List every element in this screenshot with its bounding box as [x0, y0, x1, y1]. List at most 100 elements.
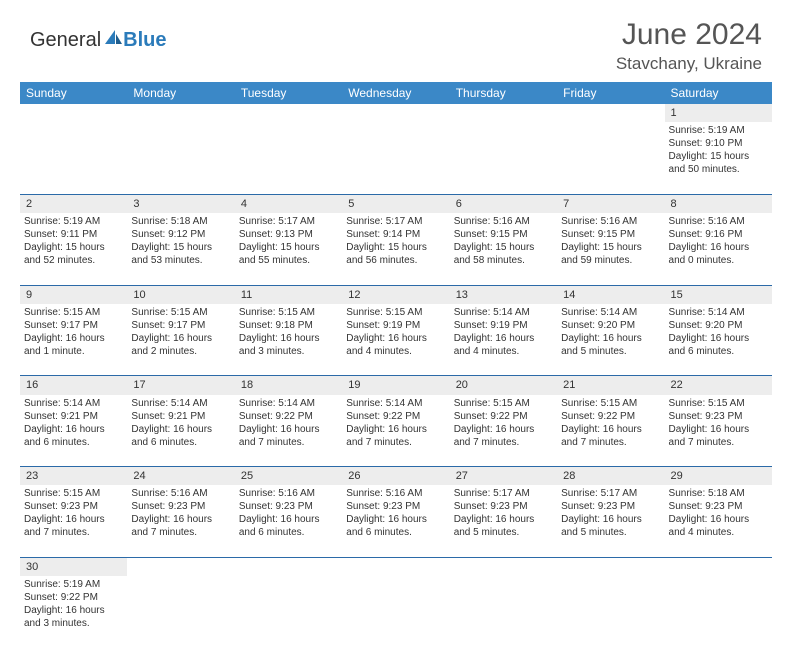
day-number: [342, 557, 449, 576]
content-row: Sunrise: 5:15 AMSunset: 9:17 PMDaylight:…: [20, 304, 772, 376]
day-number: 10: [127, 285, 234, 304]
day-cell: [20, 122, 127, 194]
day-number: [557, 104, 664, 122]
day-cell: [127, 576, 234, 648]
sunrise-line: Sunrise: 5:16 AM: [561, 215, 660, 228]
day-number: 8: [665, 194, 772, 213]
sunrise-line: Sunrise: 5:19 AM: [669, 124, 768, 137]
day-cell: Sunrise: 5:16 AMSunset: 9:15 PMDaylight:…: [450, 213, 557, 285]
day-cell: Sunrise: 5:16 AMSunset: 9:23 PMDaylight:…: [127, 485, 234, 557]
day-number: [235, 104, 342, 122]
day-cell: Sunrise: 5:17 AMSunset: 9:14 PMDaylight:…: [342, 213, 449, 285]
sunset-line: Sunset: 9:23 PM: [24, 500, 123, 513]
day-cell: [665, 576, 772, 648]
sunset-line: Sunset: 9:23 PM: [346, 500, 445, 513]
day-header: Friday: [557, 82, 664, 104]
daylight-line: Daylight: 15 hours and 59 minutes.: [561, 241, 660, 267]
day-number: 28: [557, 467, 664, 486]
sunrise-line: Sunrise: 5:14 AM: [561, 306, 660, 319]
sunrise-line: Sunrise: 5:17 AM: [561, 487, 660, 500]
day-number: 19: [342, 376, 449, 395]
sunrise-line: Sunrise: 5:15 AM: [346, 306, 445, 319]
day-number: 26: [342, 467, 449, 486]
day-number: 21: [557, 376, 664, 395]
day-header: Saturday: [665, 82, 772, 104]
daynum-row: 30: [20, 557, 772, 576]
day-cell: [342, 576, 449, 648]
daylight-line: Daylight: 16 hours and 5 minutes.: [561, 332, 660, 358]
sunrise-line: Sunrise: 5:19 AM: [24, 578, 123, 591]
day-cell: Sunrise: 5:14 AMSunset: 9:21 PMDaylight:…: [20, 395, 127, 467]
day-number: 30: [20, 557, 127, 576]
day-header: Monday: [127, 82, 234, 104]
day-cell: Sunrise: 5:15 AMSunset: 9:23 PMDaylight:…: [665, 395, 772, 467]
sunset-line: Sunset: 9:23 PM: [131, 500, 230, 513]
day-cell: Sunrise: 5:15 AMSunset: 9:17 PMDaylight:…: [127, 304, 234, 376]
sunset-line: Sunset: 9:19 PM: [454, 319, 553, 332]
logo-sail-icon: [103, 28, 123, 52]
content-row: Sunrise: 5:19 AMSunset: 9:22 PMDaylight:…: [20, 576, 772, 648]
day-number: 24: [127, 467, 234, 486]
content-row: Sunrise: 5:19 AMSunset: 9:10 PMDaylight:…: [20, 122, 772, 194]
day-number: [450, 104, 557, 122]
content-row: Sunrise: 5:15 AMSunset: 9:23 PMDaylight:…: [20, 485, 772, 557]
sunset-line: Sunset: 9:12 PM: [131, 228, 230, 241]
day-cell: Sunrise: 5:16 AMSunset: 9:23 PMDaylight:…: [342, 485, 449, 557]
day-number: 22: [665, 376, 772, 395]
sunset-line: Sunset: 9:22 PM: [24, 591, 123, 604]
sunset-line: Sunset: 9:15 PM: [561, 228, 660, 241]
daynum-row: 1: [20, 104, 772, 122]
day-number: 23: [20, 467, 127, 486]
daylight-line: Daylight: 16 hours and 4 minutes.: [346, 332, 445, 358]
sunrise-line: Sunrise: 5:16 AM: [669, 215, 768, 228]
daylight-line: Daylight: 16 hours and 6 minutes.: [24, 423, 123, 449]
day-header-row: SundayMondayTuesdayWednesdayThursdayFrid…: [20, 82, 772, 104]
daylight-line: Daylight: 16 hours and 2 minutes.: [131, 332, 230, 358]
daylight-line: Daylight: 16 hours and 5 minutes.: [561, 513, 660, 539]
sunrise-line: Sunrise: 5:16 AM: [346, 487, 445, 500]
sunset-line: Sunset: 9:23 PM: [239, 500, 338, 513]
daylight-line: Daylight: 16 hours and 4 minutes.: [454, 332, 553, 358]
daynum-row: 16171819202122: [20, 376, 772, 395]
day-number: 7: [557, 194, 664, 213]
day-cell: Sunrise: 5:15 AMSunset: 9:23 PMDaylight:…: [20, 485, 127, 557]
day-number: [235, 557, 342, 576]
day-cell: [450, 576, 557, 648]
daylight-line: Daylight: 16 hours and 6 minutes.: [346, 513, 445, 539]
sunrise-line: Sunrise: 5:14 AM: [454, 306, 553, 319]
sunrise-line: Sunrise: 5:17 AM: [346, 215, 445, 228]
sunset-line: Sunset: 9:19 PM: [346, 319, 445, 332]
sunrise-line: Sunrise: 5:15 AM: [239, 306, 338, 319]
day-number: [20, 104, 127, 122]
day-cell: Sunrise: 5:19 AMSunset: 9:10 PMDaylight:…: [665, 122, 772, 194]
sunrise-line: Sunrise: 5:15 AM: [131, 306, 230, 319]
sunrise-line: Sunrise: 5:15 AM: [24, 487, 123, 500]
day-cell: Sunrise: 5:14 AMSunset: 9:22 PMDaylight:…: [342, 395, 449, 467]
day-cell: Sunrise: 5:15 AMSunset: 9:22 PMDaylight:…: [557, 395, 664, 467]
sunset-line: Sunset: 9:14 PM: [346, 228, 445, 241]
logo: General Blue: [30, 28, 167, 52]
day-number: 5: [342, 194, 449, 213]
sunrise-line: Sunrise: 5:14 AM: [24, 397, 123, 410]
daylight-line: Daylight: 16 hours and 6 minutes.: [239, 513, 338, 539]
day-cell: [450, 122, 557, 194]
sunrise-line: Sunrise: 5:15 AM: [669, 397, 768, 410]
daylight-line: Daylight: 15 hours and 52 minutes.: [24, 241, 123, 267]
day-cell: [235, 576, 342, 648]
day-cell: Sunrise: 5:15 AMSunset: 9:22 PMDaylight:…: [450, 395, 557, 467]
sunrise-line: Sunrise: 5:16 AM: [239, 487, 338, 500]
sunrise-line: Sunrise: 5:19 AM: [24, 215, 123, 228]
day-header: Wednesday: [342, 82, 449, 104]
sunrise-line: Sunrise: 5:17 AM: [239, 215, 338, 228]
sunset-line: Sunset: 9:15 PM: [454, 228, 553, 241]
daylight-line: Daylight: 15 hours and 58 minutes.: [454, 241, 553, 267]
sunrise-line: Sunrise: 5:14 AM: [239, 397, 338, 410]
day-cell: Sunrise: 5:16 AMSunset: 9:16 PMDaylight:…: [665, 213, 772, 285]
day-number: [342, 104, 449, 122]
day-cell: Sunrise: 5:17 AMSunset: 9:23 PMDaylight:…: [557, 485, 664, 557]
logo-text-1: General: [30, 29, 101, 52]
day-cell: Sunrise: 5:14 AMSunset: 9:20 PMDaylight:…: [557, 304, 664, 376]
daylight-line: Daylight: 15 hours and 55 minutes.: [239, 241, 338, 267]
day-cell: Sunrise: 5:16 AMSunset: 9:23 PMDaylight:…: [235, 485, 342, 557]
day-cell: Sunrise: 5:14 AMSunset: 9:22 PMDaylight:…: [235, 395, 342, 467]
